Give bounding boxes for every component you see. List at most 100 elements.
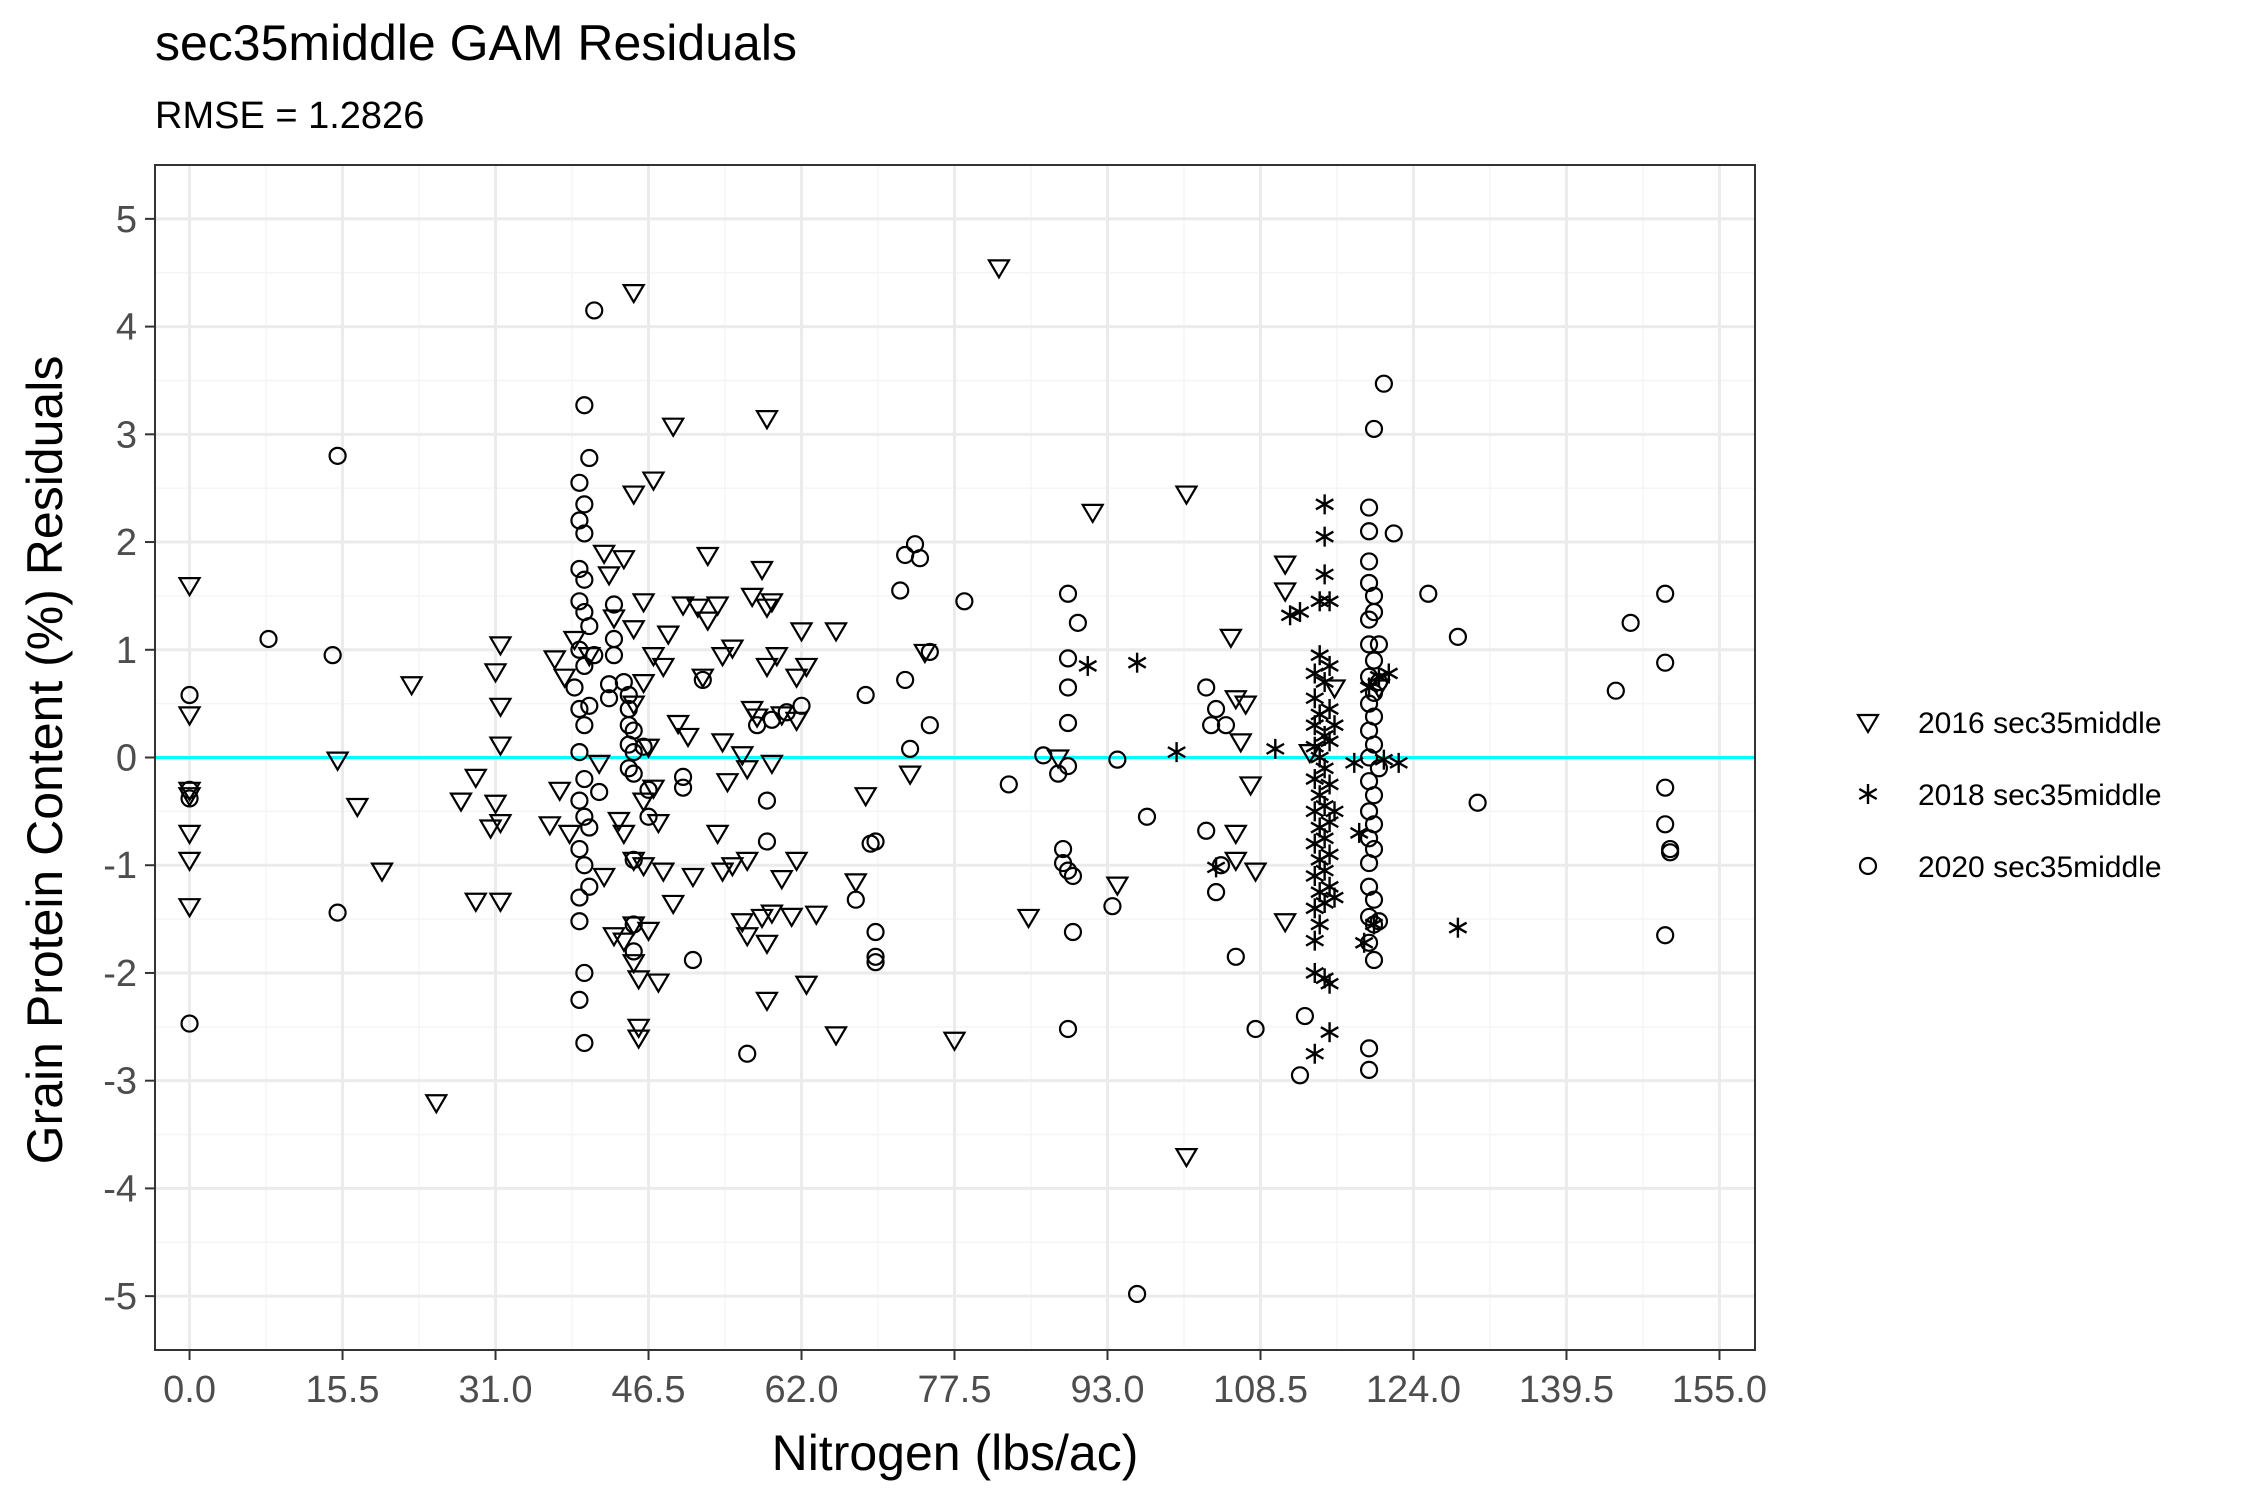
data-point xyxy=(542,650,567,671)
data-point xyxy=(987,259,1011,280)
data-point xyxy=(1606,681,1625,700)
y-axis-title: Grain Protein Content (%) Residuals xyxy=(17,356,73,1165)
chart-subtitle: RMSE = 1.2826 xyxy=(155,95,424,137)
y-tick-label: 0 xyxy=(116,738,137,780)
legend: 2016 sec35middle 2018 sec35middle 2020 sec… xyxy=(1856,707,2162,884)
data-point xyxy=(824,622,848,643)
data-point xyxy=(570,699,589,719)
y-tick-label: -3 xyxy=(103,1061,137,1103)
data-point xyxy=(1202,716,1221,735)
data-point xyxy=(1359,667,1379,686)
x-tick-label: 46.5 xyxy=(612,1369,686,1411)
data-point xyxy=(1359,1060,1379,1080)
data-point xyxy=(896,545,915,565)
data-point xyxy=(552,668,577,689)
data-point xyxy=(1108,750,1127,769)
data-point xyxy=(1058,649,1078,668)
data-point xyxy=(1359,498,1379,517)
data-point xyxy=(1243,862,1268,883)
data-point xyxy=(1320,591,1339,612)
data-point xyxy=(1103,897,1122,916)
data-point xyxy=(575,716,594,735)
data-point xyxy=(587,754,612,776)
data-point xyxy=(755,657,779,679)
data-point xyxy=(999,775,1018,794)
data-point xyxy=(866,922,885,942)
data-point xyxy=(547,781,572,802)
data-point xyxy=(488,892,513,913)
data-point xyxy=(575,570,594,589)
legend-key-circle xyxy=(1858,856,1878,876)
data-point xyxy=(690,668,715,689)
data-point xyxy=(1128,1284,1147,1304)
data-point xyxy=(641,647,666,668)
data-point xyxy=(1137,807,1157,826)
data-point xyxy=(1216,716,1236,735)
data-point xyxy=(1320,973,1339,994)
data-point xyxy=(1315,494,1334,515)
data-point xyxy=(1379,663,1399,684)
data-point xyxy=(1320,655,1339,676)
data-point xyxy=(866,947,885,966)
data-point xyxy=(1280,605,1300,626)
data-point xyxy=(1419,584,1438,603)
data-point xyxy=(646,973,671,994)
data-point xyxy=(1127,652,1147,673)
data-point xyxy=(779,907,804,929)
data-point xyxy=(683,950,703,970)
data-point xyxy=(896,670,915,690)
data-point xyxy=(604,646,624,665)
data-point xyxy=(792,696,811,715)
data-point xyxy=(910,549,930,568)
data-point xyxy=(562,630,587,652)
data-point xyxy=(328,446,347,465)
data-point xyxy=(755,991,779,1013)
data-point xyxy=(1305,688,1325,709)
data-point xyxy=(1364,815,1384,834)
data-point xyxy=(611,932,636,953)
data-point xyxy=(730,746,755,767)
data-point xyxy=(1359,635,1379,654)
chart-title: sec35middle GAM Residuals xyxy=(155,15,797,71)
data-point xyxy=(626,970,651,991)
data-point xyxy=(1325,801,1344,822)
data-point xyxy=(1315,564,1334,585)
data-point xyxy=(720,857,745,878)
data-point xyxy=(483,663,508,684)
data-point xyxy=(575,769,594,789)
data-point xyxy=(1322,679,1347,700)
data-point xyxy=(570,592,589,611)
data-point xyxy=(1058,678,1078,697)
data-point xyxy=(1310,914,1330,935)
data-point xyxy=(853,787,878,808)
data-point xyxy=(1226,947,1245,966)
y-axis-ticks: 5 4 3 2 1 0 -1 -2 -3 -4 -5 xyxy=(103,199,155,1318)
data-point xyxy=(611,550,636,571)
data-point xyxy=(764,647,789,668)
data-point xyxy=(602,927,626,948)
data-point xyxy=(626,1029,651,1050)
data-point xyxy=(259,629,278,649)
data-point xyxy=(1448,917,1468,938)
data-point xyxy=(866,832,885,851)
data-point xyxy=(631,673,656,695)
data-point xyxy=(1359,522,1379,541)
data-point xyxy=(575,807,594,826)
data-point xyxy=(651,657,676,679)
data-point xyxy=(1364,950,1384,970)
data-point xyxy=(759,593,784,614)
data-point xyxy=(570,559,589,579)
data-point xyxy=(575,1033,594,1053)
data-point xyxy=(1621,613,1640,632)
data-point xyxy=(575,524,594,543)
x-tick-label: 77.5 xyxy=(918,1369,992,1411)
data-point xyxy=(735,927,760,948)
data-point xyxy=(1238,776,1263,797)
data-point xyxy=(621,620,646,641)
data-point xyxy=(1080,503,1105,525)
data-point xyxy=(611,824,636,846)
y-tick-label: -1 xyxy=(103,845,137,887)
data-point xyxy=(681,867,705,889)
data-point xyxy=(710,733,735,754)
data-point xyxy=(920,716,939,735)
